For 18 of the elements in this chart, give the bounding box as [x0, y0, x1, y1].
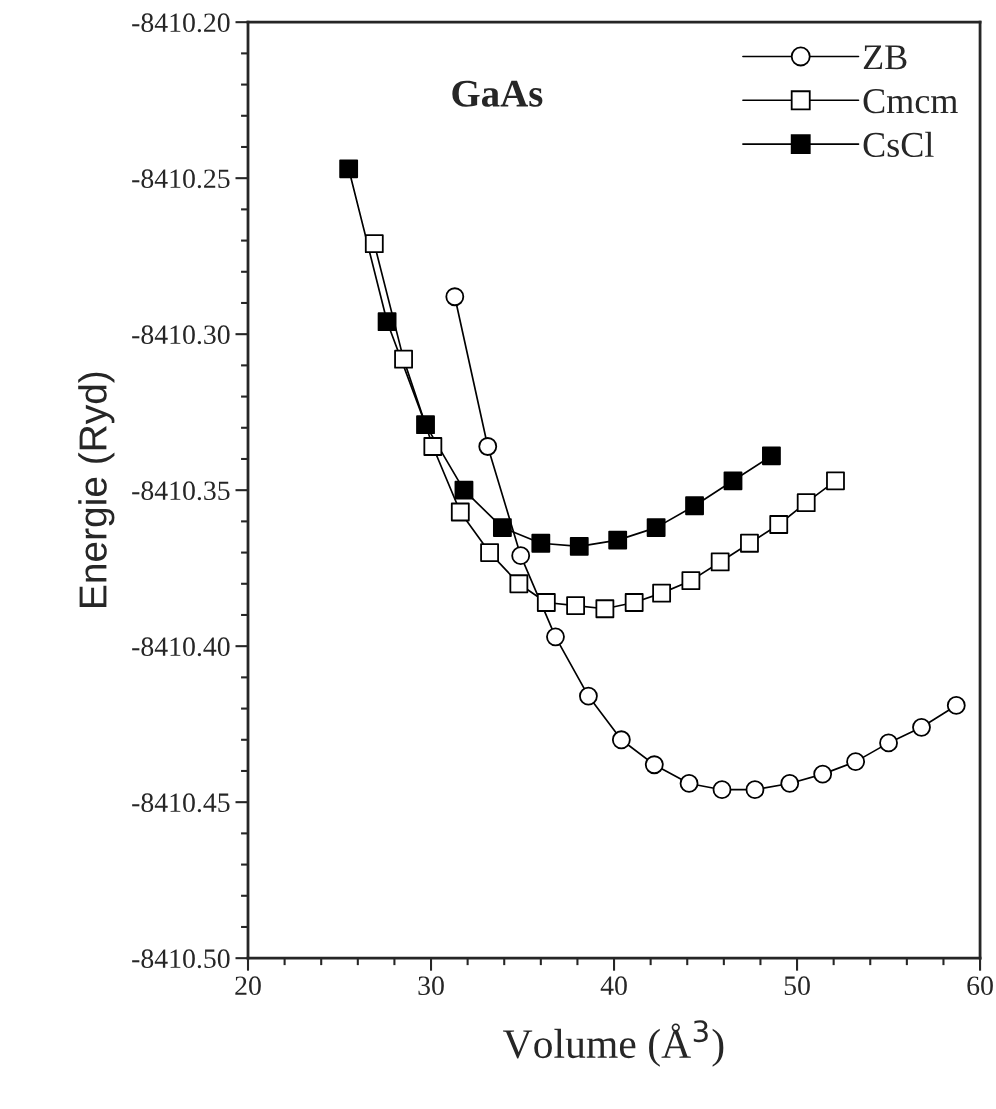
x-tick-label: 20 [235, 976, 261, 996]
legend-label: ZB [863, 45, 907, 70]
x-tick-label: 60 [967, 976, 993, 996]
y-tick-label: -8410.20 [132, 13, 230, 33]
y-tick-label: -8410.45 [132, 793, 230, 813]
y-tick-label: -8410.50 [132, 949, 230, 969]
y-tick-label: -8410.30 [132, 325, 230, 345]
x-tick-label: 50 [784, 976, 810, 996]
y-tick-label: -8410.25 [132, 169, 230, 189]
x-tick-label: 40 [600, 976, 627, 996]
annotation: GaAs [452, 80, 543, 107]
x-tick-label: 30 [418, 976, 444, 996]
y-tick-label: -8410.35 [132, 481, 230, 501]
legend-label: Cmcm [863, 89, 958, 114]
y-axis-title: Energie (Ryd) [78, 372, 115, 607]
legend-label: CsCl [863, 131, 934, 158]
y-tick-label: -8410.40 [132, 637, 230, 657]
x-axis-title: Volume (Å$^{3}$) [503, 1020, 724, 1067]
